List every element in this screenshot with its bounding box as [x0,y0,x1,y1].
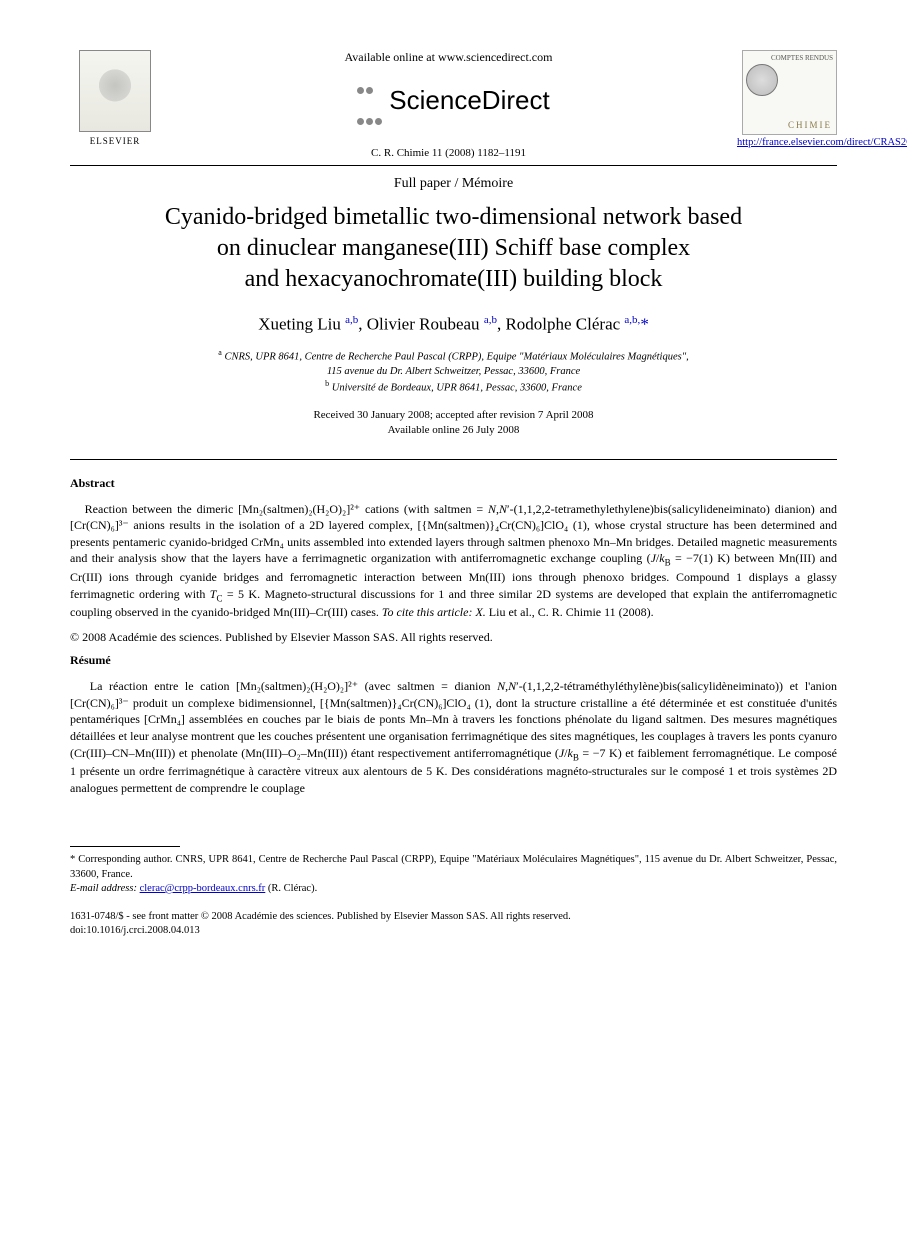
footnote-rule [70,846,180,847]
email-link[interactable]: clerac@crpp-bordeaux.cnrs.fr [140,883,266,894]
article-dates: Received 30 January 2008; accepted after… [70,408,837,439]
abstract-heading: Abstract [70,476,837,491]
affiliations: a CNRS, UPR 8641, Centre de Recherche Pa… [70,348,837,396]
affil-a2: 115 avenue du Dr. Albert Schweitzer, Pes… [327,366,580,377]
cover-top-text: COMPTES RENDUS [746,54,833,62]
abstract-copyright: © 2008 Académie des sciences. Published … [70,629,837,646]
title-line-2: on dinuclear manganese(III) Schiff base … [217,235,690,261]
affil-b: Université de Bordeaux, UPR 8641, Pessac… [332,383,582,394]
title-line-1: Cyanido-bridged bimetallic two-dimension… [165,204,742,230]
doi-line: doi:10.1016/j.crci.2008.04.013 [70,924,837,938]
elsevier-tree-icon [79,50,151,132]
resume-heading: Résumé [70,653,837,668]
issn-line: 1631-0748/$ - see front matter © 2008 Ac… [70,910,837,924]
publisher-name: ELSEVIER [70,136,160,146]
email-footnote: E-mail address: clerac@crpp-bordeaux.cnr… [70,882,837,896]
journal-cover: COMPTES RENDUS CHIMIE http://france.else… [737,50,837,148]
citation-line: C. R. Chimie 11 (2008) 1182–1191 [170,147,727,159]
corresponding-footnote: * Corresponding author. CNRS, UPR 8641, … [70,853,837,881]
cover-journal-name: CHIMIE [788,120,832,130]
received-date: Received 30 January 2008; accepted after… [313,409,593,421]
sciencedirect-logo: ScienceDirect [347,71,549,133]
publisher-logo: ELSEVIER [70,50,160,146]
journal-url-link[interactable]: http://france.elsevier.com/direct/CRAS2C… [737,137,837,148]
platform-name: ScienceDirect [389,85,549,115]
header-row: ELSEVIER Available online at www.science… [70,50,837,161]
sd-dots-icon [347,71,383,133]
email-label: E-mail address: [70,883,137,894]
bottom-meta: 1631-0748/$ - see front matter © 2008 Ac… [70,910,837,938]
affil-a: CNRS, UPR 8641, Centre de Recherche Paul… [224,352,688,363]
online-date: Available online 26 July 2008 [388,424,520,436]
email-who: (R. Clérac). [268,883,317,894]
header-rule [70,165,837,166]
title-line-3: and hexacyanochromate(III) building bloc… [245,266,663,292]
article-type: Full paper / Mémoire [70,176,837,192]
resume-body: La réaction entre le cation [Mn₂(saltmen… [70,678,837,796]
cover-seal-icon [746,64,778,96]
abstract-body: Reaction between the dimeric [Mn₂(saltme… [70,501,837,621]
article-title: Cyanido-bridged bimetallic two-dimension… [70,202,837,296]
cover-box: COMPTES RENDUS CHIMIE [742,50,837,135]
available-online-text: Available online at www.sciencedirect.co… [170,50,727,65]
authors-line: Xueting Liu a,b, Olivier Roubeau a,b, Ro… [70,314,837,335]
header-center: Available online at www.sciencedirect.co… [160,50,737,161]
abstract-top-rule [70,459,837,460]
